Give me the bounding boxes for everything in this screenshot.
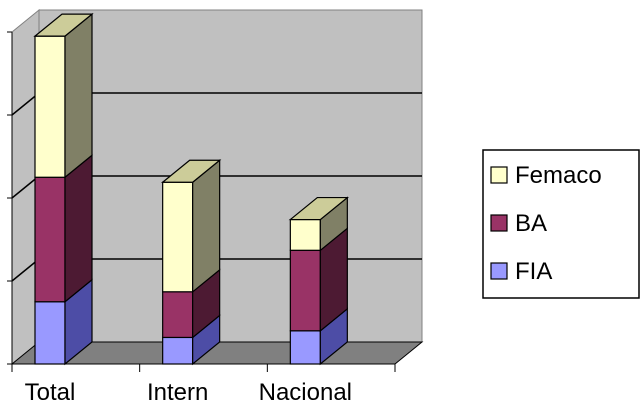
legend-label-fia: FIA [515, 258, 552, 285]
bar-nacional-ba [289, 227, 348, 333]
bar-nacional-ba-front [289, 249, 321, 332]
bar-intern-fia-front [162, 336, 194, 365]
bar-stack-total [33, 12, 94, 366]
bar-intern-femaco-top [160, 159, 222, 183]
bar-total-femaco-front [34, 35, 66, 178]
bar-nacional-femaco-top [288, 196, 350, 221]
bar-total-femaco-top [33, 13, 94, 37]
bar-total-ba-side [64, 153, 93, 304]
legend-swatch-ba [490, 214, 508, 232]
x-tick-label-intern: Intern [147, 379, 208, 406]
legend-box [482, 149, 640, 299]
legend-label-femaco: Femaco [515, 162, 602, 189]
bar-total-femaco [33, 12, 94, 179]
bar-total-ba [34, 153, 93, 304]
bar-stacks [33, 12, 350, 366]
legend-swatch-fia [490, 262, 508, 280]
bar-nacional-femaco-front [289, 218, 321, 251]
bar-nacional-femaco [288, 196, 350, 252]
x-tick-label-nacional: Nacional [259, 379, 352, 406]
x-axis [7, 31, 396, 372]
x-tick-label-total: Total [25, 379, 76, 406]
bar-intern-femaco-front [162, 181, 194, 293]
bar-stack-nacional [288, 196, 350, 366]
bar-nacional-fia [289, 307, 348, 366]
bar-total-ba-front [34, 176, 66, 303]
legend-label-ba: BA [515, 210, 547, 237]
bar-stack-intern [160, 158, 222, 366]
legend-swatch-femaco [490, 166, 508, 184]
bar-intern-ba-front [162, 291, 194, 339]
bar-total-fia-front [34, 301, 66, 365]
x-tick-labels: Total Intern Nacional [25, 379, 352, 406]
bar-intern-femaco-side [192, 158, 221, 294]
bar-intern-femaco [160, 158, 222, 294]
legend: Femaco BA FIA [482, 149, 640, 299]
bar-nacional-fia-front [289, 330, 321, 365]
bar-total-femaco-side [64, 12, 93, 179]
